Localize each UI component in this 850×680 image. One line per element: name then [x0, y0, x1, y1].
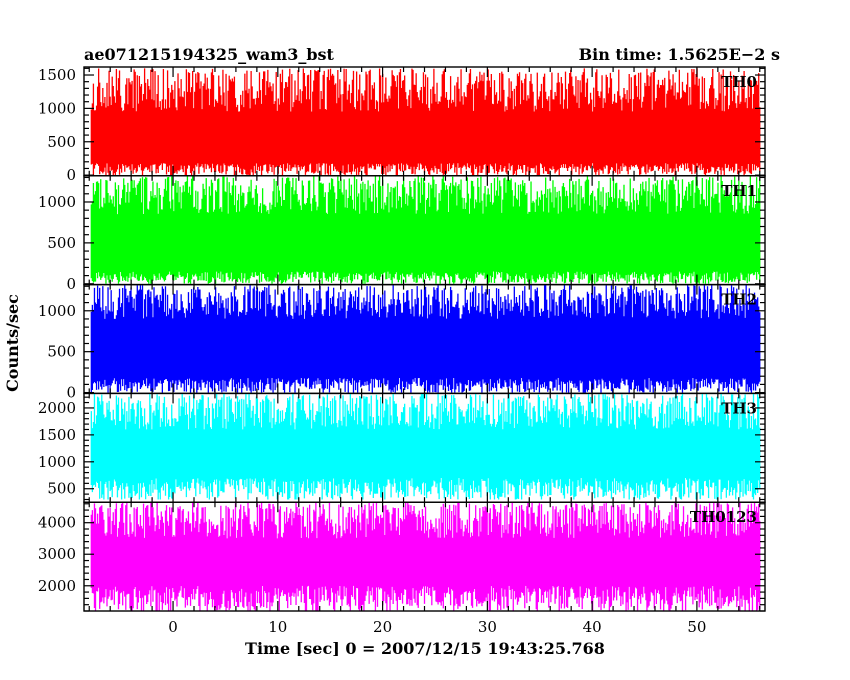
- y-tick-label: 500: [47, 234, 76, 252]
- panel-th3: 500 1000 1500 2000 TH3: [38, 392, 766, 503]
- y-tick-label: 1000: [38, 302, 76, 320]
- y-tick-label: 500: [47, 480, 76, 498]
- panel-label-th3: TH3: [721, 399, 757, 417]
- y-tick-label: 1000: [38, 453, 76, 471]
- panel-th0: 0 500 1000 1500 TH0: [38, 66, 766, 184]
- panel-th0123: 2000 3000 4000 TH0123: [38, 501, 766, 612]
- y-tick-label: 1500: [38, 66, 76, 84]
- panel-label-th0: TH0: [721, 73, 757, 91]
- x-axis-label: Time [sec] 0 = 2007/12/15 19:43:25.768: [245, 639, 605, 658]
- chart-title-right: Bin time: 1.5625E−2 s: [579, 45, 780, 64]
- x-tick-label: 10: [268, 618, 287, 636]
- panel-label-th0123: TH0123: [690, 508, 757, 526]
- x-tick-label: 20: [373, 618, 392, 636]
- x-tick-label: 30: [478, 618, 497, 636]
- y-tick-label: 2000: [38, 399, 76, 417]
- x-tick-label: 50: [687, 618, 706, 636]
- y-tick-label: 1000: [38, 99, 76, 117]
- x-tick-label: 40: [583, 618, 602, 636]
- panel-label-th1: TH1: [721, 182, 757, 200]
- x-tick-label: 0: [168, 618, 178, 636]
- y-tick-label: 0: [66, 275, 76, 293]
- series-core-th1: [91, 214, 760, 272]
- panel-th2: 0 500 1000 TH2: [38, 283, 766, 402]
- y-tick-label: 0: [66, 166, 76, 184]
- series-core-th0: [91, 111, 760, 164]
- series-core-th0123: [91, 538, 760, 586]
- y-tick-label: 4000: [38, 514, 76, 532]
- y-axis-label: Counts/sec: [3, 294, 22, 392]
- y-tick-label: 0: [66, 384, 76, 402]
- y-tick-label: 500: [47, 343, 76, 361]
- panel-th1: 0 500 1000 TH1: [38, 175, 766, 293]
- y-tick-label: 500: [47, 133, 76, 151]
- y-tick-label: 2000: [38, 577, 76, 595]
- y-tick-label: 1500: [38, 426, 76, 444]
- series-core-th3: [91, 429, 760, 478]
- chart-title-left: ae071215194325_wam3_bst: [84, 45, 335, 64]
- y-tick-label: 3000: [38, 545, 76, 563]
- panel-label-th2: TH2: [721, 291, 757, 309]
- y-tick-label: 1000: [38, 193, 76, 211]
- series-core-th2: [91, 318, 760, 378]
